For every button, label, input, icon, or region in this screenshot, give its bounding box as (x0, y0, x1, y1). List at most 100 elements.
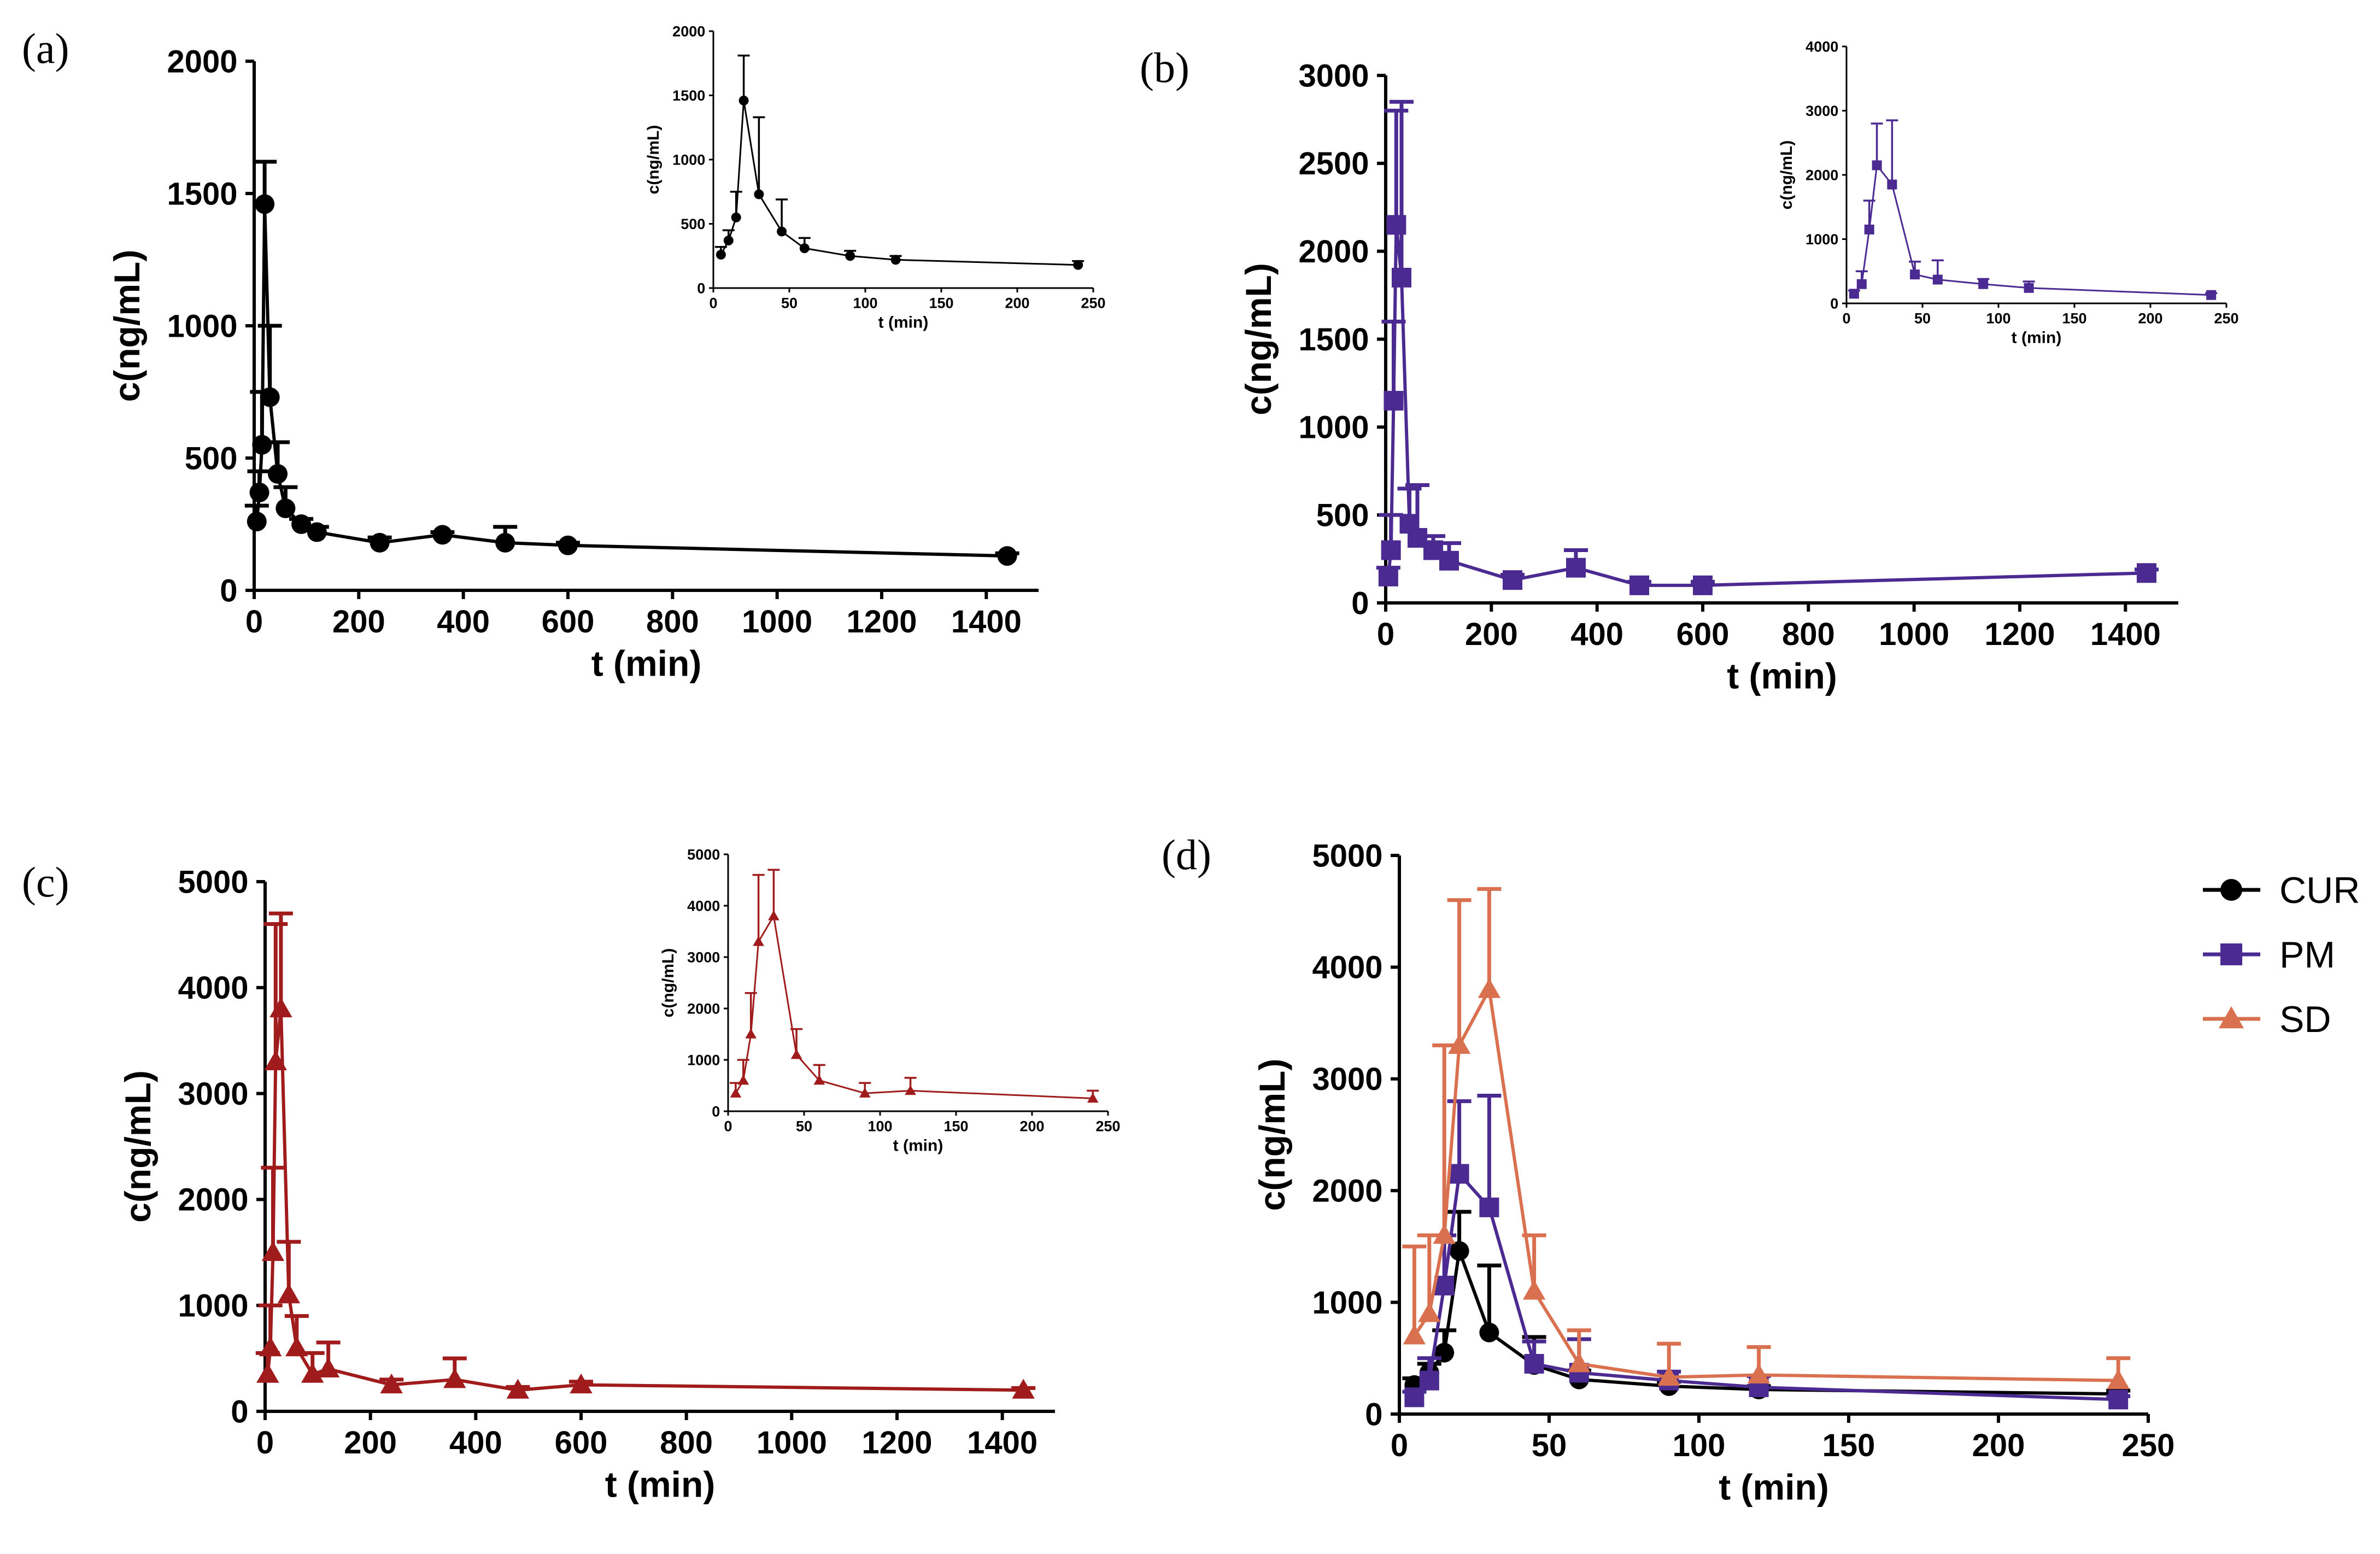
y-tick-label: 3000 (1312, 1062, 1382, 1097)
data-point (443, 1368, 466, 1388)
data-point (768, 910, 779, 920)
x-tick-label: 1200 (846, 604, 917, 640)
data-point (1872, 160, 1882, 171)
data-point (316, 1357, 340, 1378)
data-point (2024, 283, 2034, 293)
data-point (275, 498, 296, 518)
data-point (1378, 566, 1398, 587)
x-tick-label: 200 (332, 604, 385, 640)
data-point (1479, 1322, 1499, 1342)
y-tick-label: 3000 (1805, 103, 1838, 119)
series-line (1386, 223, 2147, 587)
data-point (777, 226, 787, 237)
data-point (2137, 563, 2156, 583)
series-line (266, 1007, 1024, 1392)
x-tick-label: 1400 (2090, 617, 2161, 652)
y-tick-label: 4000 (1312, 950, 1382, 986)
data-point (845, 251, 855, 261)
y-axis-label: c(ng/mL) (1778, 140, 1796, 210)
y-tick-label: 0 (1830, 295, 1838, 312)
x-tick-label: 0 (724, 1118, 732, 1134)
data-point (813, 1075, 825, 1085)
data-point (730, 1087, 742, 1098)
legend-label-cur: CUR (2279, 870, 2360, 911)
x-tick-label: 200 (344, 1425, 397, 1461)
data-point (731, 212, 741, 222)
y-tick-label: 2000 (178, 1182, 248, 1218)
panel-label: (c) (22, 858, 69, 906)
x-tick-label: 50 (1914, 310, 1931, 326)
y-tick-label: 3000 (178, 1076, 248, 1112)
data-point (905, 1085, 916, 1095)
y-tick-label: 1000 (1312, 1285, 1382, 1321)
x-tick-label: 50 (781, 295, 798, 311)
data-point (247, 512, 267, 532)
main-plot: 0 200 400 600 800 1000 1200 1400050010001500200… (107, 44, 1039, 684)
x-tick-label: 250 (1095, 1118, 1120, 1134)
data-point (264, 1050, 287, 1070)
data-point (269, 997, 292, 1018)
data-point (1887, 179, 1897, 190)
data-point (1479, 1197, 1499, 1217)
x-tick-label: 0 (245, 604, 263, 640)
y-axis-label: c(ng/mL) (644, 125, 663, 195)
inset-plot: 0 50 100 150 200 250 0 500 1000 1500 2000 t (min) c(… (644, 23, 1106, 331)
x-tick-label: 800 (1782, 617, 1835, 652)
x-tick-label: 150 (929, 295, 953, 311)
x-tick-label: 150 (2062, 310, 2086, 326)
y-axis-label: c(ng/mL) (118, 1070, 158, 1223)
y-tick-label: 2000 (687, 1000, 720, 1017)
y-tick-label: 500 (1316, 497, 1369, 533)
y-tick-label: 1000 (687, 1052, 720, 1068)
y-tick-label: 5000 (178, 864, 248, 900)
data-point (249, 482, 269, 502)
x-tick-label: 600 (542, 604, 595, 640)
data-point (1384, 391, 1404, 411)
x-tick-label: 150 (943, 1118, 968, 1134)
data-point (1381, 540, 1401, 560)
x-axis-label: t (min) (1727, 656, 1837, 696)
y-tick-label: 1000 (672, 151, 705, 168)
legend: CUR PM SD (2203, 870, 2360, 1040)
y-tick-label: 2000 (1805, 167, 1838, 183)
data-point (716, 249, 726, 260)
y-tick-label: 0 (231, 1394, 248, 1429)
legend-label-pm: PM (2279, 934, 2335, 976)
x-tick-label: 50 (796, 1118, 812, 1134)
data-point (1449, 1164, 1469, 1184)
series-sd_c (729, 869, 1099, 1103)
x-tick-label: 200 (1005, 295, 1029, 311)
x-tick-label: 1200 (1984, 617, 2055, 652)
x-tick-label: 250 (2214, 310, 2238, 326)
x-tick-label: 50 (1532, 1428, 1567, 1463)
x-tick-label: 0 (709, 295, 717, 311)
data-point (2108, 1389, 2129, 1410)
data-point (1693, 575, 1713, 595)
series-line (720, 99, 1078, 266)
data-point (738, 95, 749, 105)
y-tick-label: 500 (681, 216, 705, 232)
data-point (1403, 1324, 1426, 1345)
y-tick-label: 2000 (1298, 234, 1369, 269)
panel-label: (b) (1140, 44, 1189, 91)
x-tick-label: 1000 (757, 1425, 827, 1461)
data-point (1433, 1224, 1456, 1244)
y-tick-label: 0 (1351, 585, 1369, 621)
series-sd (1402, 887, 2131, 1389)
y-tick-label: 2000 (672, 23, 705, 39)
data-point (1522, 1280, 1546, 1300)
y-tick-label: 5000 (687, 846, 720, 863)
x-tick-label: 250 (2122, 1428, 2175, 1463)
y-tick-label: 5000 (1312, 838, 1382, 873)
inset-plot: 0 50 100 150 200 250 0 1000 2000 3000 4000 5000 t (m… (659, 846, 1121, 1154)
x-tick-label: 800 (646, 604, 699, 640)
main-plot: 0 50 100 150 200 250 0 1000 2000 3000 4000 5000 t (m… (1252, 838, 2174, 1507)
data-point (2107, 1369, 2130, 1389)
data-point (307, 522, 327, 542)
data-point (997, 546, 1017, 566)
y-tick-label: 1500 (1298, 322, 1369, 357)
x-tick-label: 0 (1391, 1428, 1408, 1463)
data-point (1478, 978, 1501, 998)
x-tick-label: 400 (1570, 617, 1623, 652)
y-tick-label: 1000 (1805, 231, 1838, 248)
